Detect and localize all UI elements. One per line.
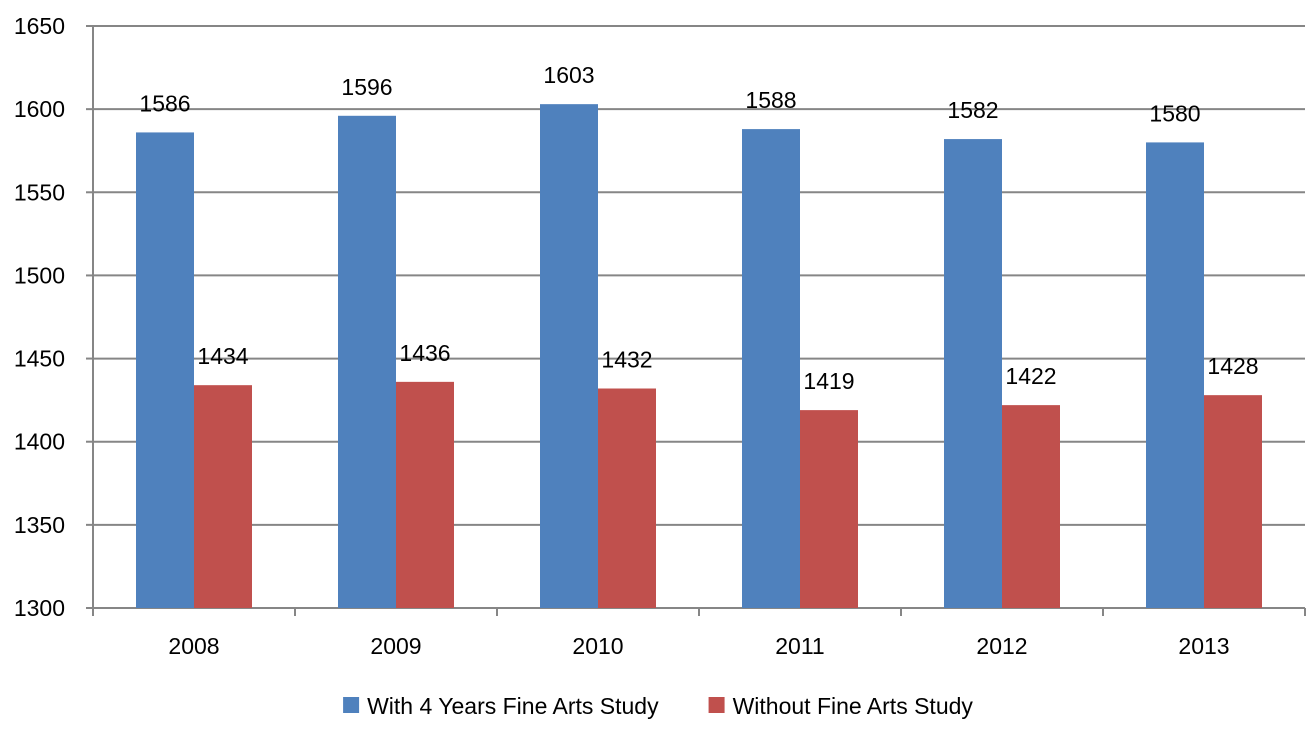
legend-label: Without Fine Arts Study — [733, 693, 974, 719]
y-tick-label: 1650 — [14, 13, 65, 39]
x-tick-label: 2013 — [1178, 633, 1229, 659]
bar — [136, 132, 194, 608]
x-tick-label: 2008 — [168, 633, 219, 659]
bar — [800, 410, 858, 608]
bar — [194, 385, 252, 608]
bar — [944, 139, 1002, 608]
axes — [86, 25, 1306, 616]
y-tick-label: 1550 — [14, 179, 65, 205]
data-label: 1419 — [803, 368, 854, 394]
data-label: 1580 — [1149, 100, 1200, 126]
x-tick-label: 2009 — [370, 633, 421, 659]
legend: With 4 Years Fine Arts Study Without Fine… — [343, 693, 973, 719]
data-label: 1436 — [399, 340, 450, 366]
bar — [598, 388, 656, 608]
bar — [1002, 405, 1060, 608]
legend-label: With 4 Years Fine Arts Study — [367, 693, 659, 719]
bar — [540, 104, 598, 608]
bars — [136, 104, 1262, 609]
bar — [338, 115, 396, 609]
data-label: 1434 — [197, 343, 248, 369]
x-tick-label: 2011 — [775, 633, 824, 659]
data-label: 1603 — [543, 62, 594, 88]
y-tick-label: 1300 — [14, 595, 65, 621]
legend-swatch — [343, 697, 360, 713]
data-label: 1596 — [341, 74, 392, 100]
y-tick-label: 1600 — [14, 96, 65, 122]
data-label: 1586 — [139, 90, 190, 116]
y-tick-label: 1500 — [14, 262, 65, 288]
bar — [742, 129, 800, 608]
legend-swatch — [708, 697, 725, 713]
data-label: 1588 — [745, 87, 796, 113]
y-tick-label: 1400 — [14, 429, 65, 455]
data-label: 1432 — [601, 347, 652, 373]
y-tick-label: 1350 — [14, 512, 65, 538]
data-label: 1428 — [1207, 353, 1258, 379]
y-tick-label: 1450 — [14, 346, 65, 372]
x-tick-label: 2012 — [976, 633, 1027, 659]
gridlines — [93, 25, 1305, 526]
data-labels: 1586 1434 1596 1436 1603 1432 1588 1419 1582 1422… — [139, 62, 1258, 394]
x-tick-label: 2010 — [572, 633, 623, 659]
tick-labels: 1300 1350 1400 1450 1500 1550 1600 1650 2008 2009… — [14, 13, 1230, 659]
data-label: 1582 — [947, 97, 998, 123]
bar — [1146, 142, 1204, 608]
bar — [396, 381, 454, 608]
bar — [1204, 395, 1262, 608]
data-label: 1422 — [1005, 363, 1056, 389]
